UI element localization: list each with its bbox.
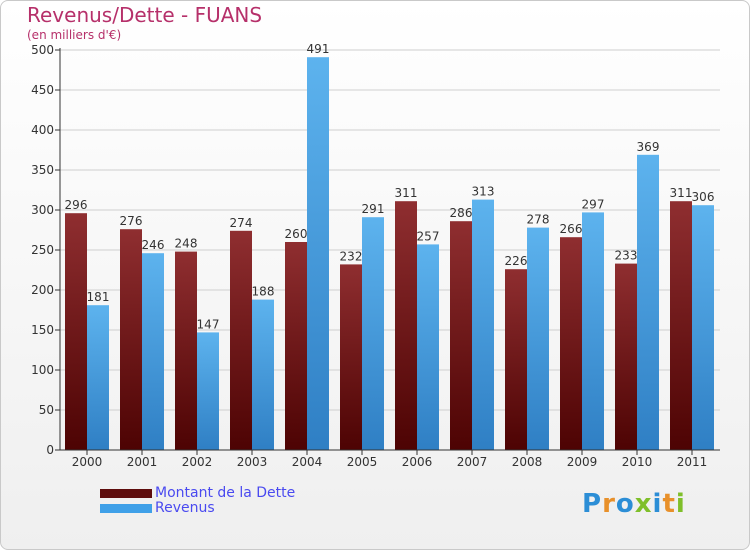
bar-debt <box>560 237 582 450</box>
proxiti-logo: Proxiti <box>582 489 686 519</box>
data-label-debt: 296 <box>65 198 88 212</box>
data-label-revenus: 278 <box>527 213 550 227</box>
data-label-debt: 266 <box>560 222 583 236</box>
data-label-debt: 233 <box>615 249 638 263</box>
x-tick-label: 2004 <box>292 455 323 469</box>
data-label-debt: 311 <box>670 186 693 200</box>
data-label-debt: 276 <box>120 214 143 228</box>
y-tick-label: 0 <box>46 443 54 457</box>
bar-revenus <box>692 205 714 450</box>
x-tick-label: 2002 <box>182 455 213 469</box>
data-label-revenus: 369 <box>637 140 660 154</box>
y-tick-label: 150 <box>31 323 54 337</box>
bar-revenus <box>582 212 604 450</box>
y-tick-label: 250 <box>31 243 54 257</box>
data-label-debt: 311 <box>395 186 418 200</box>
bar-revenus <box>197 332 219 450</box>
x-tick-label: 2005 <box>347 455 378 469</box>
x-tick-label: 2008 <box>512 455 543 469</box>
x-tick-label: 2006 <box>402 455 433 469</box>
data-label-revenus: 257 <box>417 229 440 243</box>
y-tick-label: 100 <box>31 363 54 377</box>
legend-label-revenus: Revenus <box>155 500 215 516</box>
bar-debt <box>120 229 142 450</box>
legend-item-debt: Montant de la Dette <box>100 485 295 501</box>
x-tick-label: 2000 <box>72 455 103 469</box>
x-tick-label: 2011 <box>677 455 708 469</box>
data-label-revenus: 147 <box>197 317 220 331</box>
logo-letter: P <box>582 489 603 519</box>
bar-debt <box>615 263 637 450</box>
data-label-debt: 248 <box>175 237 198 251</box>
bar-debt <box>65 213 87 450</box>
bar-debt <box>175 251 197 450</box>
legend-swatch-revenus <box>100 503 152 513</box>
logo-letter: r <box>602 489 616 519</box>
x-tick-label: 2009 <box>567 455 598 469</box>
bar-revenus <box>362 217 384 450</box>
bar-debt <box>230 230 252 450</box>
data-label-debt: 286 <box>450 206 473 220</box>
bar-revenus <box>252 299 274 450</box>
bar-revenus <box>472 199 494 450</box>
bar-revenus <box>637 154 659 451</box>
logo-letter: i <box>675 489 686 519</box>
legend-label-debt: Montant de la Dette <box>155 485 296 501</box>
data-label-debt: 226 <box>505 254 528 268</box>
data-label-revenus: 297 <box>582 197 605 211</box>
data-label-revenus: 291 <box>362 202 385 216</box>
bar-revenus <box>142 253 164 450</box>
data-label-revenus: 181 <box>87 290 110 304</box>
bar-debt <box>285 242 307 450</box>
y-tick-label: 200 <box>31 283 54 297</box>
legend-item-revenus: Revenus <box>100 500 215 516</box>
data-label-debt: 232 <box>340 249 363 263</box>
data-label-debt: 260 <box>285 227 308 241</box>
logo-letter: o <box>615 489 635 519</box>
bar-debt <box>340 264 362 450</box>
y-tick-label: 300 <box>31 203 54 217</box>
y-tick-label: 400 <box>31 123 54 137</box>
logo-letter: i <box>652 489 663 519</box>
bar-debt <box>450 221 472 450</box>
chart-title: Revenus/Dette - FUANS <box>27 3 263 27</box>
x-tick-label: 2010 <box>622 455 653 469</box>
data-label-revenus: 188 <box>252 285 275 299</box>
bar-debt <box>395 201 417 450</box>
bar-revenus <box>527 227 549 450</box>
bar-revenus <box>307 57 329 450</box>
bar-debt <box>505 269 527 450</box>
data-label-revenus: 491 <box>307 42 330 56</box>
chart-subtitle: (en milliers d'€) <box>27 28 122 42</box>
logo-letter: t <box>662 489 676 519</box>
y-tick-label: 500 <box>31 43 54 57</box>
data-label-revenus: 246 <box>142 238 165 252</box>
y-tick-label: 450 <box>31 83 54 97</box>
bar-revenus <box>87 305 109 450</box>
bar-revenus <box>417 244 439 450</box>
data-label-revenus: 313 <box>472 185 495 199</box>
data-label-revenus: 306 <box>692 190 715 204</box>
x-tick-label: 2007 <box>457 455 488 469</box>
legend-swatch-debt <box>100 488 152 498</box>
data-label-debt: 274 <box>230 216 253 230</box>
x-tick-label: 2003 <box>237 455 268 469</box>
logo-letter: x <box>634 489 653 519</box>
y-tick-label: 350 <box>31 163 54 177</box>
x-tick-label: 2001 <box>127 455 158 469</box>
bar-debt <box>670 201 692 450</box>
y-tick-label: 50 <box>39 403 54 417</box>
